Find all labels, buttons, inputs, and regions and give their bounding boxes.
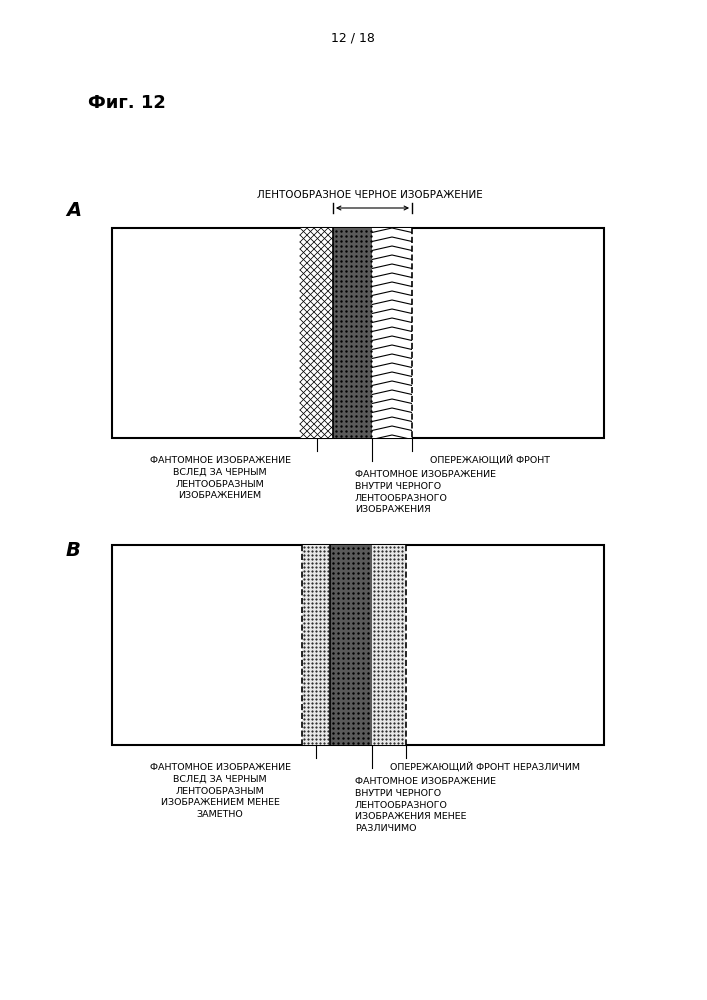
- Text: ОПЕРЕЖАЮЩИЙ ФРОНТ: ОПЕРЕЖАЮЩИЙ ФРОНТ: [430, 455, 550, 465]
- Bar: [330, 545, 372, 745]
- Text: ФАНТОМНОЕ ИЗОБРАЖЕНИЕ
ВСЛЕД ЗА ЧЕРНЫМ
ЛЕНТООБРАЗНЫМ
ИЗОБРАЖЕНИЕМ: ФАНТОМНОЕ ИЗОБРАЖЕНИЕ ВСЛЕД ЗА ЧЕРНЫМ ЛЕ…: [149, 456, 291, 500]
- Text: Фиг. 12: Фиг. 12: [88, 94, 166, 112]
- Text: B: B: [66, 540, 81, 560]
- Text: ФАНТОМНОЕ ИЗОБРАЖЕНИЕ
ВСЛЕД ЗА ЧЕРНЫМ
ЛЕНТООБРАЗНЫМ
ИЗОБРАЖЕНИЕМ МЕНЕЕ
ЗАМЕТНО: ФАНТОМНОЕ ИЗОБРАЖЕНИЕ ВСЛЕД ЗА ЧЕРНЫМ ЛЕ…: [149, 763, 291, 819]
- Bar: [112, 545, 604, 745]
- Text: 12 / 18: 12 / 18: [331, 31, 375, 44]
- Text: ФАНТОМНОЕ ИЗОБРАЖЕНИЕ
ВНУТРИ ЧЕРНОГО
ЛЕНТООБРАЗНОГО
ИЗОБРАЖЕНИЯ МЕНЕЕ
РАЗЛИЧИМО: ФАНТОМНОЕ ИЗОБРАЖЕНИЕ ВНУТРИ ЧЕРНОГО ЛЕН…: [355, 777, 496, 833]
- Bar: [372, 228, 412, 438]
- Text: ЛЕНТООБРАЗНОЕ ЧЕРНОЕ ИЗОБРАЖЕНИЕ: ЛЕНТООБРАЗНОЕ ЧЕРНОЕ ИЗОБРАЖЕНИЕ: [257, 190, 483, 200]
- Bar: [112, 228, 604, 438]
- Bar: [333, 228, 372, 438]
- Text: A: A: [66, 200, 81, 220]
- Text: ФАНТОМНОЕ ИЗОБРАЖЕНИЕ
ВНУТРИ ЧЕРНОГО
ЛЕНТООБРАЗНОГО
ИЗОБРАЖЕНИЯ: ФАНТОМНОЕ ИЗОБРАЖЕНИЕ ВНУТРИ ЧЕРНОГО ЛЕН…: [355, 470, 496, 514]
- Bar: [300, 228, 333, 438]
- Bar: [302, 545, 330, 745]
- Bar: [372, 545, 406, 745]
- Text: ОПЕРЕЖАЮЩИЙ ФРОНТ НЕРАЗЛИЧИМ: ОПЕРЕЖАЮЩИЙ ФРОНТ НЕРАЗЛИЧИМ: [390, 762, 580, 772]
